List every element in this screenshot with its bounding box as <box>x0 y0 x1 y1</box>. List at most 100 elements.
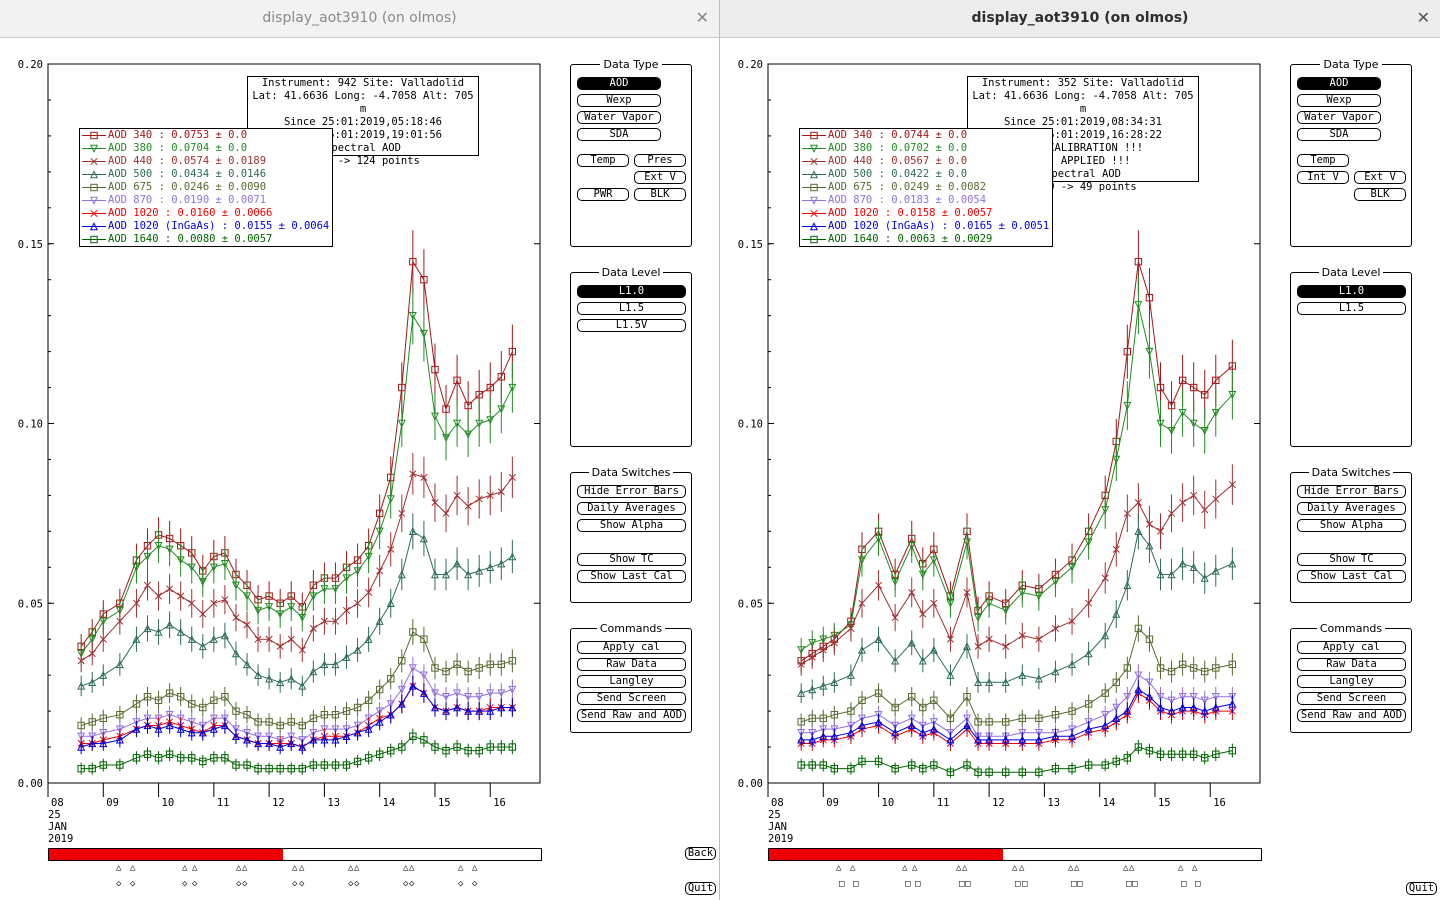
raw-data-button[interactable]: Raw Data <box>1297 658 1406 671</box>
blk-button[interactable]: BLK <box>1354 188 1406 201</box>
data-point <box>1084 649 1093 658</box>
sda-button[interactable]: SDA <box>1297 128 1381 141</box>
pwr-button[interactable]: PWR <box>577 188 629 201</box>
send-screen-button[interactable]: Send Screen <box>577 692 686 705</box>
series-aod-1020-ingaas- <box>797 679 1237 748</box>
data-point <box>342 761 351 769</box>
data-point <box>497 660 506 669</box>
data-point <box>1212 750 1220 758</box>
show-alpha-button[interactable]: Show Alpha <box>1297 519 1406 532</box>
show-alpha-button[interactable]: Show Alpha <box>577 519 686 532</box>
quit-button[interactable]: Quit <box>685 882 716 895</box>
data-point <box>985 718 993 726</box>
temp-button[interactable]: Temp <box>1297 154 1349 167</box>
data-point <box>1123 754 1132 762</box>
data-point <box>1201 506 1209 514</box>
hide-error-bars-button[interactable]: Hide Error Bars <box>1297 485 1406 498</box>
data-point <box>918 570 927 579</box>
data-point <box>320 617 328 625</box>
data-switches-title: Data Switches <box>588 466 674 479</box>
raw-data-button[interactable]: Raw Data <box>577 658 686 671</box>
daily-averages-button[interactable]: Daily Averages <box>1297 502 1406 515</box>
send-screen-button[interactable]: Send Screen <box>1297 692 1406 705</box>
timeline-bar[interactable] <box>768 848 1262 861</box>
show-tc-button[interactable]: Show TC <box>1297 553 1406 566</box>
data-point <box>464 401 472 410</box>
temp-button[interactable]: Temp <box>577 154 629 167</box>
pres-button[interactable]: Pres <box>634 154 686 167</box>
data-point <box>1068 660 1077 669</box>
data-point <box>508 473 516 481</box>
legend-symbol <box>82 209 106 218</box>
show-last-cal-button[interactable]: Show Last Cal <box>1297 570 1406 583</box>
data-point <box>420 736 428 744</box>
data-point <box>475 391 483 399</box>
data-point <box>1228 746 1237 755</box>
show-tc-button[interactable]: Show TC <box>577 553 686 566</box>
data-point <box>963 714 972 723</box>
legend-entry: AOD 340 : 0.0744 ± 0.0 <box>800 129 1052 142</box>
level-l10-button[interactable]: L1.0 <box>1297 285 1406 298</box>
legend-entry: AOD 1640 : 0.0080 ± 0.0057 <box>80 233 332 246</box>
sda-button[interactable]: SDA <box>577 128 661 141</box>
level-l15v-button[interactable]: L1.5V <box>577 319 686 332</box>
titlebar[interactable]: display_aot3910 (on olmos) ✕ <box>0 0 719 38</box>
daily-averages-button[interactable]: Daily Averages <box>577 502 686 515</box>
data-point <box>830 710 839 719</box>
data-point <box>1228 362 1237 370</box>
level-l15-button[interactable]: L1.5 <box>577 302 686 315</box>
back-button[interactable]: Back <box>685 847 716 860</box>
timeline-diamond-marker: □ <box>1181 879 1187 889</box>
quit-button[interactable]: Quit <box>1406 882 1437 895</box>
data-point <box>497 373 506 381</box>
series-line <box>801 746 1233 773</box>
level-l10-button[interactable]: L1.0 <box>577 285 686 298</box>
data-point <box>320 735 329 744</box>
data-point <box>1178 750 1187 758</box>
aod-button[interactable]: AOD <box>1297 77 1381 90</box>
data-point <box>891 614 899 622</box>
data-point <box>464 430 473 439</box>
data-level-title: Data Level <box>598 266 664 279</box>
data-point <box>1123 580 1132 589</box>
data-point <box>1145 678 1154 687</box>
legend-label: AOD 870 : 0.0190 ± 0.0071 <box>108 194 267 206</box>
water-vapor-button[interactable]: Water Vapor <box>1297 111 1381 124</box>
apply-cal-button[interactable]: Apply cal <box>577 641 686 654</box>
data-point <box>508 383 517 392</box>
timeline-triangle-marker: △ <box>192 863 198 873</box>
apply-cal-button[interactable]: Apply cal <box>1297 641 1406 654</box>
level-l15-button[interactable]: L1.5 <box>1297 302 1406 315</box>
wexp-button[interactable]: Wexp <box>577 94 661 107</box>
series-aod-675 <box>797 615 1237 731</box>
data-point <box>1211 703 1220 712</box>
close-icon[interactable]: ✕ <box>1416 8 1430 27</box>
data-point <box>907 714 916 723</box>
aod-button[interactable]: AOD <box>577 77 661 90</box>
ext-v-button[interactable]: Ext V <box>1354 171 1406 184</box>
langley-button[interactable]: Langley <box>1297 675 1406 688</box>
wexp-button[interactable]: Wexp <box>1297 94 1381 107</box>
titlebar[interactable]: display_aot3910 (on olmos) ✕ <box>720 0 1440 38</box>
data-point <box>342 725 351 734</box>
data-point <box>1018 735 1027 744</box>
timeline-triangle-marker: △ <box>962 863 968 873</box>
langley-button[interactable]: Langley <box>577 675 686 688</box>
data-point <box>309 761 318 769</box>
show-last-cal-button[interactable]: Show Last Cal <box>577 570 686 583</box>
int-v-button[interactable]: Int V <box>1297 171 1349 184</box>
data-point <box>1084 724 1093 733</box>
timeline-bar[interactable] <box>48 848 542 861</box>
hide-error-bars-button[interactable]: Hide Error Bars <box>577 485 686 498</box>
close-icon[interactable]: ✕ <box>695 8 709 27</box>
data-point <box>1101 721 1110 730</box>
ext-v-button[interactable]: Ext V <box>634 171 686 184</box>
data-point <box>1178 376 1187 385</box>
timeline-triangle-marker: △ <box>472 863 478 873</box>
data-point <box>508 657 517 665</box>
data-point <box>77 742 86 751</box>
send-raw-and-aod-button[interactable]: Send Raw and AOD <box>1297 709 1406 722</box>
water-vapor-button[interactable]: Water Vapor <box>577 111 661 124</box>
send-raw-and-aod-button[interactable]: Send Raw and AOD <box>577 709 686 722</box>
blk-button[interactable]: BLK <box>634 188 686 201</box>
